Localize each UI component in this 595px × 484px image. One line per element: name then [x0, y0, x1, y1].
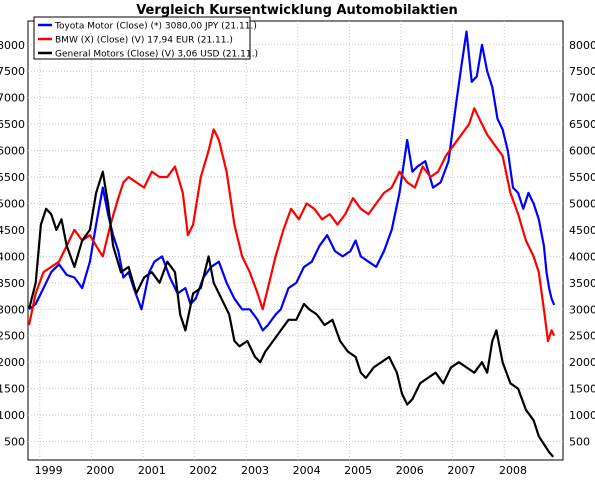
legend: Toyota Motor (Close) (*) 3080,00 JPY (21… [33, 16, 258, 60]
y-tick-label-right: 3000 [569, 303, 595, 316]
x-tick-label: 2007 [447, 464, 475, 477]
legend-label: General Motors (Close) (V) 3,06 USD (21.… [55, 50, 258, 60]
y-tick-label-left: 1000 [0, 409, 25, 422]
y-tick-label-left: 1500 [0, 383, 25, 396]
series-line-2 [27, 170, 555, 458]
series-lines [27, 30, 556, 458]
y-tick-label-left: 6000 [0, 145, 25, 158]
plot-area [27, 20, 564, 461]
y-tick-label-left: 4000 [0, 250, 25, 263]
legend-label: Toyota Motor (Close) (*) 3080,00 JPY (21… [54, 22, 257, 32]
y-tick-label-left: 6500 [0, 118, 25, 131]
y-tick-label-right: 4500 [569, 224, 595, 237]
y-tick-label-left: 3000 [0, 303, 25, 316]
y-tick-label-left: 8000 [0, 39, 25, 52]
series-line-0 [28, 30, 556, 332]
y-tick-label-right: 6000 [569, 145, 595, 158]
series-line-1 [27, 107, 556, 343]
y-tick-label-right: 5500 [569, 171, 595, 184]
y-tick-label-right: 1500 [569, 383, 595, 396]
y-tick-label-right: 3500 [569, 277, 595, 290]
legend-label: BMW (X) (Close) (V) 17,94 EUR (21.11.) [55, 36, 233, 46]
x-tick-label: 2003 [241, 464, 269, 477]
y-tick-label-right: 7000 [569, 92, 595, 105]
y-tick-label-right: 7500 [569, 65, 595, 78]
y-axis-left: 500 1000 1500 2000 2500 3000 3500 4000 4500 5000 5… [0, 39, 25, 449]
y-tick-label-left: 2000 [0, 356, 25, 369]
y-tick-label-left: 3500 [0, 277, 25, 290]
x-axis: 1999 2000 2001 2002 2003 2004 2005 2006 2007 2008 [35, 464, 527, 477]
y-tick-label-right: 2000 [569, 356, 595, 369]
chart-title: Vergleich Kursentwicklung Automobilaktie… [136, 3, 458, 18]
y-tick-label-right: 2500 [569, 330, 595, 343]
y-axis-right: 500 1000 1500 2000 2500 3000 3500 4000 4500 5000 5… [569, 39, 595, 449]
x-tick-label: 2002 [189, 464, 217, 477]
legend-box [33, 16, 251, 60]
y-tick-label-right: 5000 [569, 197, 595, 210]
y-tick-label-left: 5500 [0, 171, 25, 184]
y-tick-label-right: 1000 [569, 409, 595, 422]
y-tick-label-left: 7000 [0, 92, 25, 105]
x-tick-label: 1999 [35, 464, 63, 477]
y-tick-label-left: 2500 [0, 330, 25, 343]
x-tick-label: 2006 [396, 464, 424, 477]
y-tick-label-right: 6500 [569, 118, 595, 131]
x-tick-label: 2001 [138, 464, 166, 477]
y-tick-label-right: 4000 [569, 250, 595, 263]
y-tick-label-right: 8000 [569, 39, 595, 52]
x-tick-label: 2004 [293, 464, 321, 477]
y-tick-label-left: 4500 [0, 224, 25, 237]
y-tick-label-left: 500 [4, 435, 25, 448]
x-tick-label: 2005 [344, 464, 372, 477]
y-tick-label-left: 7500 [0, 65, 25, 78]
y-tick-label-left: 5000 [0, 197, 25, 210]
x-tick-label: 2008 [499, 464, 527, 477]
y-tick-label-right: 500 [569, 435, 590, 448]
x-tick-label: 2000 [86, 464, 114, 477]
